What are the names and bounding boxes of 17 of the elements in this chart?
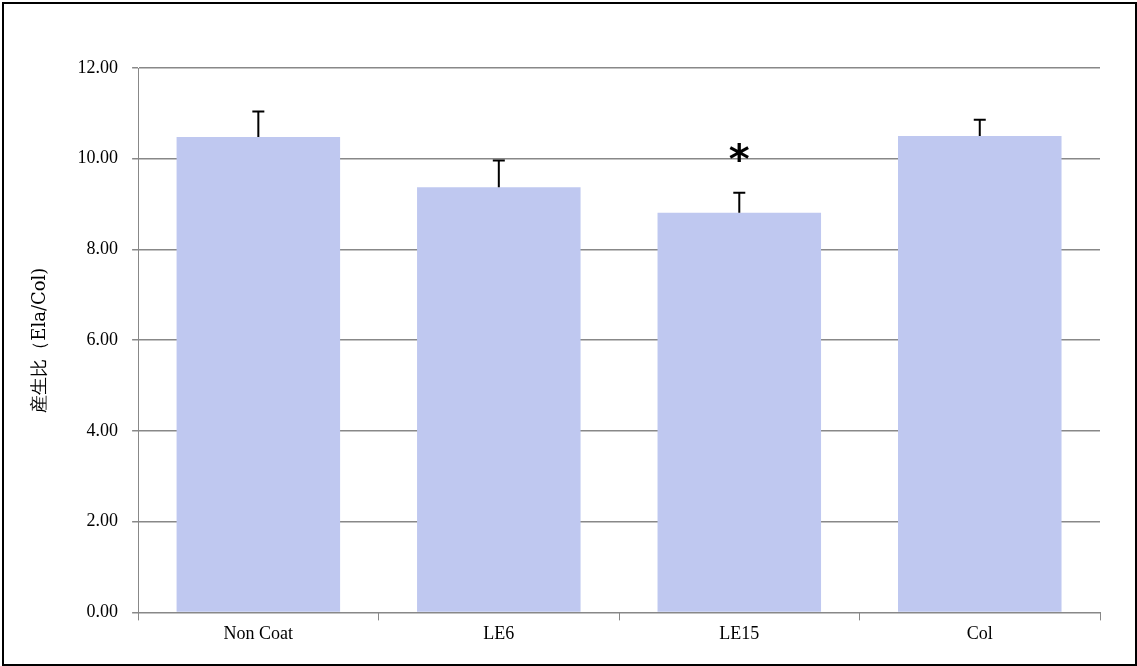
bar	[898, 136, 1062, 612]
y-tick-label: 12.00	[77, 56, 119, 77]
bar	[176, 136, 341, 612]
y-tick-label: 6.00	[86, 328, 119, 349]
x-tick-label: LE15	[719, 622, 760, 643]
y-tick-label: 8.00	[86, 238, 119, 259]
y-tick-label: 2.00	[86, 510, 119, 531]
annotation: *	[728, 136, 750, 183]
y-tick-label: 10.00	[77, 147, 119, 168]
x-tick-label: Col	[966, 622, 993, 643]
bar	[657, 212, 822, 612]
y-axis-title: 産生比（Ela/Col)	[28, 267, 50, 413]
bar	[417, 187, 581, 612]
x-tick-label: LE6	[483, 622, 515, 643]
x-tick-label: Non Coat	[223, 622, 294, 643]
y-tick-label: 0.00	[86, 601, 119, 622]
y-tick-label: 4.00	[86, 419, 119, 440]
